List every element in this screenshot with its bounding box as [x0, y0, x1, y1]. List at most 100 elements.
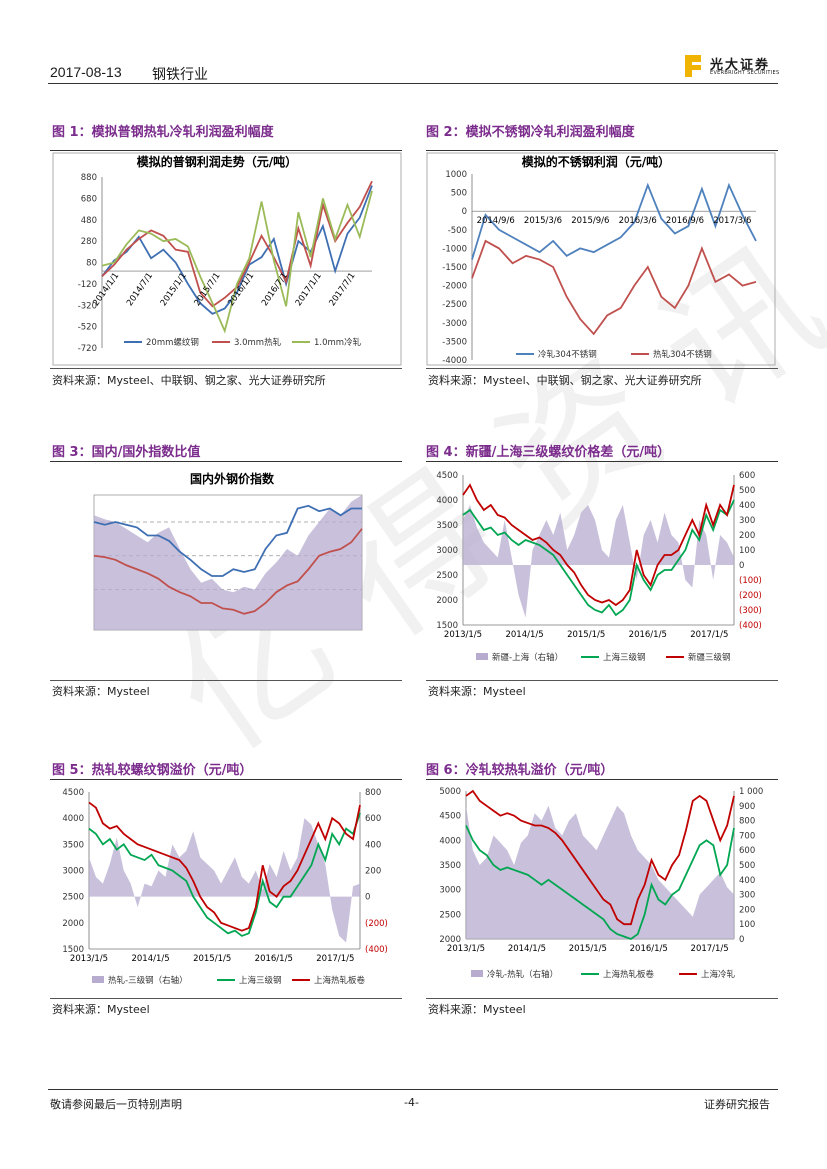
x-tick-label: 2014/1/5	[505, 630, 543, 640]
figure-5-source: 资料来源：Mysteel	[52, 1001, 150, 1017]
figure-5-title: 图 5：热轧较螺纹钢溢价（元/吨）	[52, 759, 252, 778]
y2-tick-label: 900	[739, 802, 755, 812]
y2-tick-label: 500	[739, 486, 755, 496]
y-tick-label: -3500	[442, 337, 467, 347]
y2-tick-label: 400	[739, 876, 755, 886]
y2-tick-label: 800	[365, 788, 381, 798]
y2-tick-label: (400)	[365, 945, 388, 955]
x-tick-label: 2015/1/5	[569, 944, 607, 954]
figure-2-rule	[426, 150, 778, 151]
x-tick-label: 2014/7/1	[125, 271, 155, 308]
x-tick-label: 2013/1/5	[447, 944, 485, 954]
y-tick-label: 5000	[439, 787, 461, 797]
legend-label: 上海热轧板卷	[603, 969, 655, 980]
chart-hot-rolled-vs-rebar: 4500400035003000250020001500800600400200…	[52, 781, 402, 997]
y-tick-label: 500	[451, 189, 467, 199]
x-tick-label: 2015/3/6	[524, 216, 562, 226]
y2-tick-label: (200)	[739, 591, 762, 601]
series-line	[472, 241, 756, 334]
legend-label: 上海冷轧	[701, 969, 736, 980]
y-tick-label: 3500	[439, 861, 461, 871]
x-tick-label: 2016/1/5	[629, 630, 667, 640]
figure-3-title: 图 3：国内/国外指数比值	[52, 441, 200, 460]
legend-label: 冷轧-热轧（右轴）	[487, 969, 558, 980]
header-rule	[48, 83, 778, 84]
y2-tick-label: 300	[739, 516, 755, 526]
chart-title: 国内外钢价指数	[190, 471, 275, 486]
series-area	[466, 806, 734, 939]
figure-4-source: 资料来源：Mysteel	[428, 683, 526, 699]
y-tick-label: -1500	[442, 263, 467, 273]
y2-tick-label: 400	[365, 840, 381, 850]
figure-4-title: 图 4：新疆/上海三级螺纹价格差（元/吨）	[426, 441, 670, 460]
figure-5-rule	[50, 779, 402, 780]
figure-3-source-rule	[50, 680, 402, 681]
y-tick-label: 4000	[439, 836, 461, 846]
chart-xinjiang-shanghai-spread: 4500400035003000250020001500600500400300…	[426, 463, 778, 678]
y-tick-label: 3000	[436, 546, 458, 556]
legend-label: 上海三级钢	[239, 975, 282, 986]
legend-swatch	[471, 970, 483, 977]
chart-title: 模拟的不锈钢利润（元/吨）	[522, 154, 670, 169]
y2-tick-label: 500	[739, 861, 755, 871]
y2-tick-label: 200	[739, 905, 755, 915]
y2-tick-label: 0	[739, 935, 744, 945]
y2-tick-label: 700	[739, 831, 755, 841]
y2-tick-label: 300	[739, 891, 755, 901]
figure-3-source: 资料来源：Mysteel	[52, 683, 150, 699]
industry-label: 钢铁行业	[152, 64, 208, 84]
y2-tick-label: 600	[739, 846, 755, 856]
x-tick-label: 2015/1/5	[193, 954, 231, 964]
y-tick-label: 3000	[62, 867, 84, 877]
chart-frame	[53, 153, 401, 365]
y2-tick-label: 400	[739, 501, 755, 511]
figure-1-rule	[50, 150, 402, 151]
chart-domestic-foreign-index: 国内外钢价指数	[52, 463, 402, 678]
y2-tick-label: 800	[739, 817, 755, 827]
y-tick-label: -2000	[442, 282, 467, 292]
y2-tick-label: (200)	[365, 919, 388, 929]
logo-icon	[683, 53, 705, 79]
y2-tick-label: 100	[739, 920, 755, 930]
x-tick-label: 2016/1/5	[630, 944, 668, 954]
figure-5-source-rule	[50, 998, 402, 999]
figure-2-title: 图 2：模拟不锈钢冷轧利润盈利幅度	[426, 121, 635, 140]
x-tick-label: 2014/9/6	[477, 216, 515, 226]
y-tick-label: 4500	[436, 471, 458, 481]
figure-1-source-rule	[50, 368, 402, 369]
footer-report-type: 证券研究报告	[704, 1096, 770, 1112]
y2-tick-label: 1 000	[739, 787, 763, 797]
x-tick-label: 2017/1/5	[690, 630, 728, 640]
x-tick-label: 2013/1/5	[444, 630, 482, 640]
y-tick-label: 2500	[62, 893, 84, 903]
y-tick-label: -720	[78, 344, 97, 354]
x-tick-label: 2016/9/6	[666, 216, 704, 226]
y2-tick-label: 200	[739, 531, 755, 541]
x-tick-label: 2015/1/1	[159, 271, 189, 308]
y-tick-label: 0	[462, 207, 467, 217]
y2-tick-label: 600	[739, 471, 755, 481]
legend-label: 热轧304不锈钢	[653, 349, 712, 360]
y-tick-label: 3500	[62, 840, 84, 850]
y-tick-label: 2000	[436, 596, 458, 606]
y2-tick-label: 0	[365, 893, 370, 903]
legend-swatch	[92, 976, 104, 983]
y-tick-label: 2000	[62, 919, 84, 929]
footer-disclaimer: 敬请参阅最后一页特别声明	[50, 1096, 182, 1112]
legend-label: 冷轧304不锈钢	[538, 349, 597, 360]
y-tick-label: -520	[78, 323, 97, 333]
y2-tick-label: (100)	[739, 576, 762, 586]
y-tick-label: 3500	[436, 521, 458, 531]
y-tick-label: -4000	[442, 356, 467, 366]
legend-label: 上海三级钢	[603, 652, 646, 663]
legend-label: 热轧-三级钢（右轴）	[108, 975, 188, 986]
x-tick-label: 2015/1/5	[567, 630, 605, 640]
y-tick-label: 4500	[62, 788, 84, 798]
figure-6-title: 图 6：冷轧较热轧溢价（元/吨）	[426, 759, 613, 778]
y-tick-label: 680	[81, 194, 97, 204]
legend-swatch	[476, 653, 488, 660]
report-date: 2017-08-13	[50, 64, 122, 80]
y2-tick-label: (400)	[739, 621, 762, 631]
y-tick-label: 4000	[436, 496, 458, 506]
